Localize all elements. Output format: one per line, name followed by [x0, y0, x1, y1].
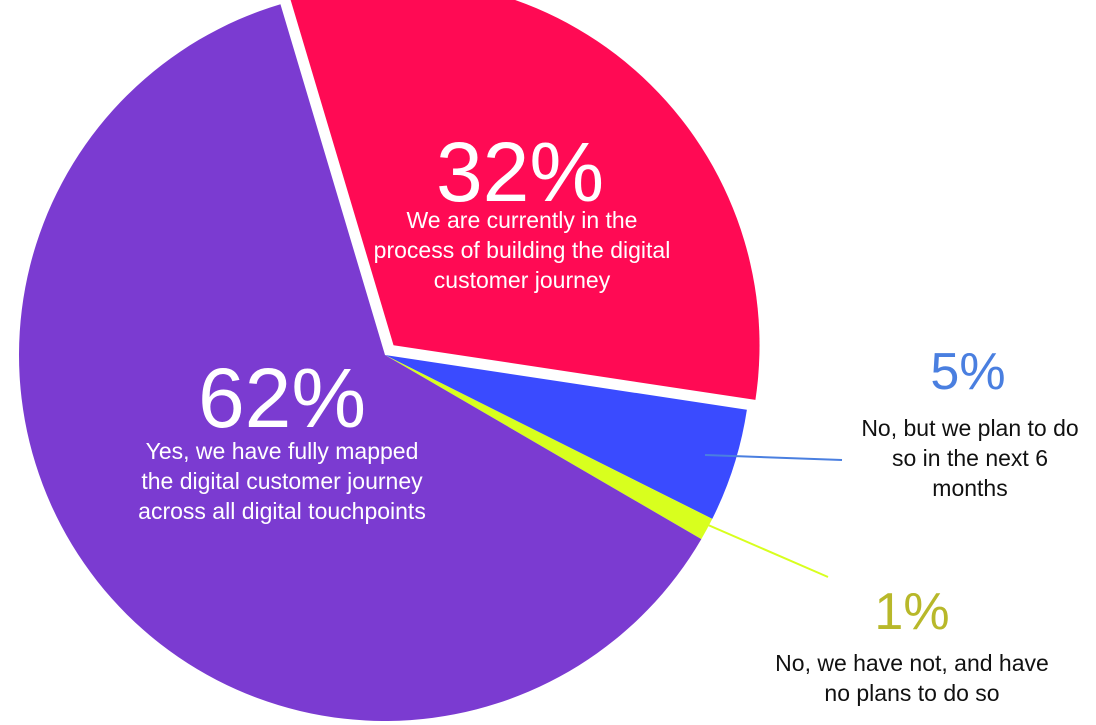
leader-line	[661, 504, 829, 578]
pie-slice	[18, 4, 702, 721]
percent-label: 5%	[930, 343, 1006, 401]
percent-label: 1%	[874, 583, 950, 641]
category-label: Yes, we have fully mapped the digital cu…	[138, 438, 426, 524]
category-label: No, but we plan to do so in the next 6 m…	[861, 415, 1079, 501]
pie-slice	[385, 355, 747, 519]
pie-slice	[290, 0, 760, 400]
percent-label: 62%	[197, 351, 367, 445]
pie-slice	[385, 355, 713, 540]
percent-label: 32%	[435, 125, 605, 219]
category-label: We are currently in the process of build…	[373, 207, 671, 293]
category-label: No, we have not, and have no plans to do…	[775, 650, 1049, 706]
leader-line	[704, 454, 843, 461]
